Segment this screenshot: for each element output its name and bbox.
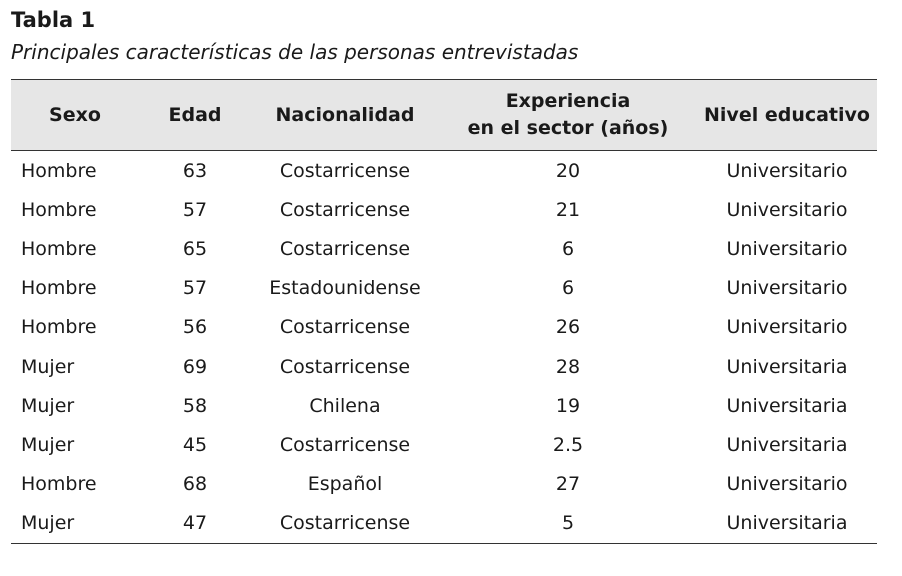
cell-nivel-educativo: Universitario xyxy=(726,198,848,221)
header-row: Sexo Edad Nacionalidad Experiencia en el… xyxy=(11,79,877,151)
cell-nacionalidad: Costarricense xyxy=(251,503,439,544)
cell-sexo: Mujer xyxy=(21,394,75,417)
cell-sexo: Hombre xyxy=(21,198,97,221)
cell-nivel-educativo: Universitaria xyxy=(726,355,848,378)
cell-edad: 58 xyxy=(182,394,208,417)
cell-edad: 65 xyxy=(182,237,208,260)
cell-edad: 69 xyxy=(182,355,208,378)
cell-experiencia: 6 xyxy=(561,237,575,260)
cell-edad: 68 xyxy=(182,473,208,496)
cell-nacionalidad: Chilena xyxy=(309,394,381,417)
table-header: Sexo Edad Nacionalidad Experiencia en el… xyxy=(11,79,877,151)
cell-experiencia: 2.5 xyxy=(552,433,584,456)
table-label: Tabla 1 xyxy=(11,8,96,32)
cell-nacionalidad: Costarricense xyxy=(279,355,411,378)
cell-sexo: Mujer xyxy=(21,355,75,378)
table-body: Hombre 63 Costarricense 20 Universitario Homb… xyxy=(11,151,877,544)
cell-experiencia: 19 xyxy=(555,394,581,417)
cell-nacionalidad: Costarricense xyxy=(279,433,411,456)
cell-nivel-educativo: Universitaria xyxy=(726,394,848,417)
cell-edad: 57 xyxy=(182,277,208,300)
cell-experiencia: 28 xyxy=(555,355,581,378)
cell-experiencia: 27 xyxy=(555,473,581,496)
cell-experiencia: 6 xyxy=(561,277,575,300)
table-row: Hombre 63 Costarricense 20 Universitario xyxy=(11,151,877,191)
cell-sexo: Hombre xyxy=(21,159,97,182)
cell-nivel-educativo: Universitario xyxy=(726,277,848,300)
table-row: Hombre 65 Costarricense 6 Universitario xyxy=(11,229,877,268)
cell-nivel-educativo: Universitario xyxy=(726,473,848,496)
cell-nivel-educativo: Universitaria xyxy=(697,503,877,544)
header-experiencia-line1: Experiencia xyxy=(505,90,631,112)
cell-sexo: Hombre xyxy=(21,473,97,496)
cell-edad: 56 xyxy=(182,316,208,339)
participants-table: Sexo Edad Nacionalidad Experiencia en el… xyxy=(11,79,877,544)
cell-sexo: Hombre xyxy=(21,277,97,300)
cell-sexo: Mujer xyxy=(11,503,139,544)
cell-nivel-educativo: Universitario xyxy=(726,159,848,182)
cell-experiencia: 20 xyxy=(555,159,581,182)
cell-nivel-educativo: Universitaria xyxy=(726,433,848,456)
cell-sexo: Mujer xyxy=(21,433,75,456)
cell-nacionalidad: Costarricense xyxy=(279,159,411,182)
table-row: Mujer 69 Costarricense 28 Universitaria xyxy=(11,347,877,386)
cell-experiencia: 21 xyxy=(555,198,581,221)
cell-sexo: Hombre xyxy=(21,237,97,260)
cell-nacionalidad: Costarricense xyxy=(279,237,411,260)
header-nivel-educativo: Nivel educativo xyxy=(697,79,877,151)
header-edad: Edad xyxy=(139,79,251,151)
cell-nacionalidad: Costarricense xyxy=(279,316,411,339)
cell-experiencia: 26 xyxy=(555,316,581,339)
table-row: Hombre 57 Estadounidense 6 Universitario xyxy=(11,269,877,308)
table-row: Mujer 47 Costarricense 5 Universitaria xyxy=(11,503,877,544)
table-row: Hombre 57 Costarricense 21 Universitario xyxy=(11,190,877,229)
table-row: Mujer 58 Chilena 19 Universitaria xyxy=(11,386,877,425)
header-experiencia-line2: en el sector (años) xyxy=(467,117,669,139)
table-caption: Principales características de las perso… xyxy=(11,40,579,64)
cell-edad: 63 xyxy=(182,159,208,182)
header-nacionalidad: Nacionalidad xyxy=(251,79,439,151)
cell-nacionalidad: Español xyxy=(307,473,383,496)
cell-nacionalidad: Estadounidense xyxy=(269,277,421,300)
header-experiencia: Experiencia en el sector (años) xyxy=(439,79,697,151)
table-row: Hombre 68 Español 27 Universitario xyxy=(11,465,877,504)
cell-experiencia: 5 xyxy=(439,503,697,544)
cell-nivel-educativo: Universitario xyxy=(726,316,848,339)
header-sexo: Sexo xyxy=(11,79,139,151)
cell-nivel-educativo: Universitario xyxy=(726,237,848,260)
cell-nacionalidad: Costarricense xyxy=(279,198,411,221)
table-row: Hombre 56 Costarricense 26 Universitario xyxy=(11,308,877,347)
cell-sexo: Hombre xyxy=(21,316,97,339)
table-row: Mujer 45 Costarricense 2.5 Universitaria xyxy=(11,425,877,464)
cell-edad: 45 xyxy=(182,433,208,456)
cell-edad: 57 xyxy=(182,198,208,221)
cell-edad: 47 xyxy=(139,503,251,544)
